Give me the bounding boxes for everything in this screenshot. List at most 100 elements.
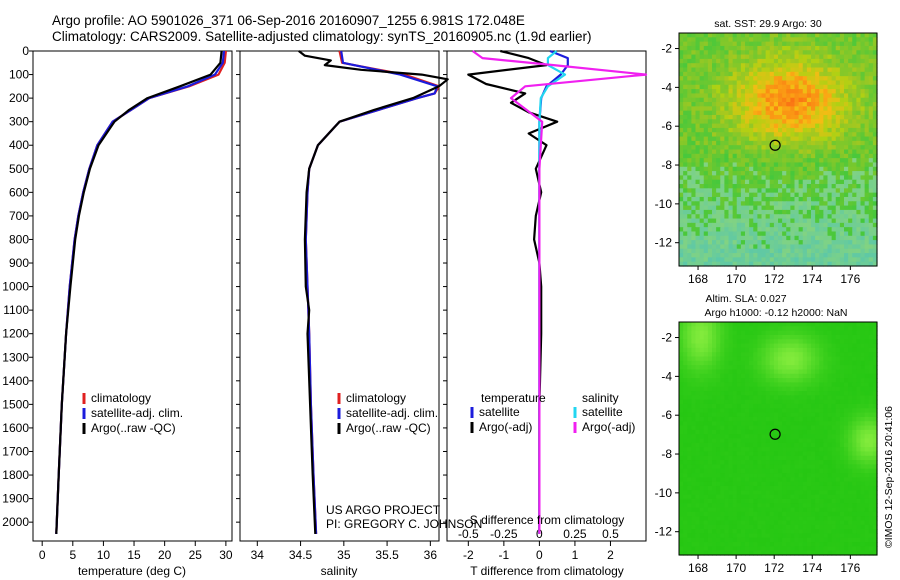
heatmap-cell <box>778 196 783 202</box>
heatmap-cell <box>728 71 734 77</box>
heatmap-cell <box>868 127 874 133</box>
heatmap-cell <box>716 84 721 90</box>
heatmap-cell <box>712 330 717 336</box>
heatmap-cell <box>761 231 767 237</box>
heatmap-cell <box>740 442 746 448</box>
heatmap-cell <box>732 343 738 349</box>
heatmap-cell <box>802 201 808 207</box>
heatmap-cell <box>823 352 829 358</box>
heatmap-cell <box>703 326 709 332</box>
heatmap-cell <box>749 58 754 64</box>
heatmap-cell <box>831 58 837 64</box>
heatmap-cell <box>811 248 816 254</box>
heatmap-cell <box>691 84 697 90</box>
heatmap-cell <box>868 158 874 164</box>
heatmap-cell <box>761 171 767 176</box>
heatmap-cell <box>786 244 791 250</box>
heatmap-cell <box>823 171 829 176</box>
heatmap-cell <box>806 494 812 500</box>
heatmap-cell <box>839 41 845 47</box>
heatmap-cell <box>794 421 800 427</box>
heatmap-cell <box>773 188 779 194</box>
heatmap-cell <box>683 391 688 396</box>
heatmap-cell <box>691 408 697 414</box>
heatmap-cell <box>823 84 829 90</box>
heatmap-cell <box>687 261 692 267</box>
heatmap-cell <box>839 106 845 112</box>
heatmap-cell <box>852 231 857 237</box>
heatmap-cell <box>716 97 721 103</box>
heatmap-cell <box>778 382 783 388</box>
heatmap-cell <box>798 455 804 461</box>
heatmap-cell <box>724 240 730 246</box>
heatmap-cell <box>724 261 730 267</box>
heatmap-cell <box>831 63 837 69</box>
heatmap-cell <box>868 447 874 453</box>
heatmap-cell <box>724 58 730 64</box>
heatmap-cell <box>806 76 812 82</box>
heatmap-cell <box>823 399 829 405</box>
heatmap-cell <box>835 231 841 237</box>
heatmap-cell <box>716 399 721 405</box>
heatmap-cell <box>782 227 787 233</box>
heatmap-cell <box>794 451 800 457</box>
heatmap-cell <box>827 257 833 263</box>
heatmap-cell <box>773 352 779 358</box>
heatmap-cell <box>839 119 845 125</box>
heatmap-cell <box>679 196 684 202</box>
heatmap-cell <box>728 369 734 375</box>
heatmap-cell <box>856 166 862 172</box>
heatmap-cell <box>765 209 771 215</box>
heatmap-cell <box>819 498 824 504</box>
heatmap-cell <box>852 425 857 431</box>
heatmap-cell <box>844 84 849 90</box>
heatmap-cell <box>724 201 730 207</box>
heatmap-cell <box>712 473 717 478</box>
heatmap-cell <box>740 382 746 388</box>
heatmap-cell <box>823 158 829 164</box>
heatmap-cell <box>765 442 771 448</box>
heatmap-cell <box>852 326 857 332</box>
heatmap-cell <box>786 76 791 82</box>
heatmap-cell <box>765 434 771 440</box>
heatmap-cell <box>778 403 783 409</box>
heatmap-cell <box>707 140 713 146</box>
heatmap-cell <box>749 145 754 151</box>
heatmap-cell <box>786 464 791 470</box>
heatmap-cell <box>683 378 688 383</box>
heatmap-cell <box>749 227 754 233</box>
heatmap-cell <box>728 158 734 164</box>
heatmap-cell <box>790 403 796 409</box>
heatmap-cell <box>790 334 796 340</box>
heatmap-cell <box>712 192 717 198</box>
heatmap-cell <box>806 356 812 362</box>
heatmap-cell <box>831 171 837 176</box>
heatmap-cell <box>852 50 857 56</box>
heatmap-cell <box>811 214 816 220</box>
heatmap-cell <box>683 235 688 241</box>
heatmap-cell <box>732 227 738 233</box>
heatmap-cell <box>699 201 705 207</box>
heatmap-cell <box>745 240 750 246</box>
heatmap-cell <box>864 58 870 64</box>
heatmap-cell <box>728 222 734 228</box>
heatmap-cell <box>707 360 713 366</box>
heatmap-cell <box>778 166 783 172</box>
heatmap-cell <box>736 347 742 353</box>
heatmap-cell <box>839 326 845 332</box>
legend-label: Argo(..raw -QC) <box>91 421 176 435</box>
heatmap-cell <box>856 511 862 517</box>
heatmap-cell <box>860 257 866 263</box>
heatmap-cell <box>720 196 725 202</box>
heatmap-cell <box>695 473 701 478</box>
heatmap-cell <box>811 192 816 198</box>
heatmap-cell <box>736 434 742 440</box>
heatmap-cell <box>827 222 833 228</box>
heatmap-cell <box>753 201 758 207</box>
legend-label: satellite-adj. clim. <box>91 406 183 420</box>
heatmap-cell <box>773 196 779 202</box>
heatmap-cell <box>699 322 705 327</box>
heatmap-cell <box>790 50 796 56</box>
heatmap-cell <box>868 222 874 228</box>
heatmap-cell <box>811 347 816 353</box>
